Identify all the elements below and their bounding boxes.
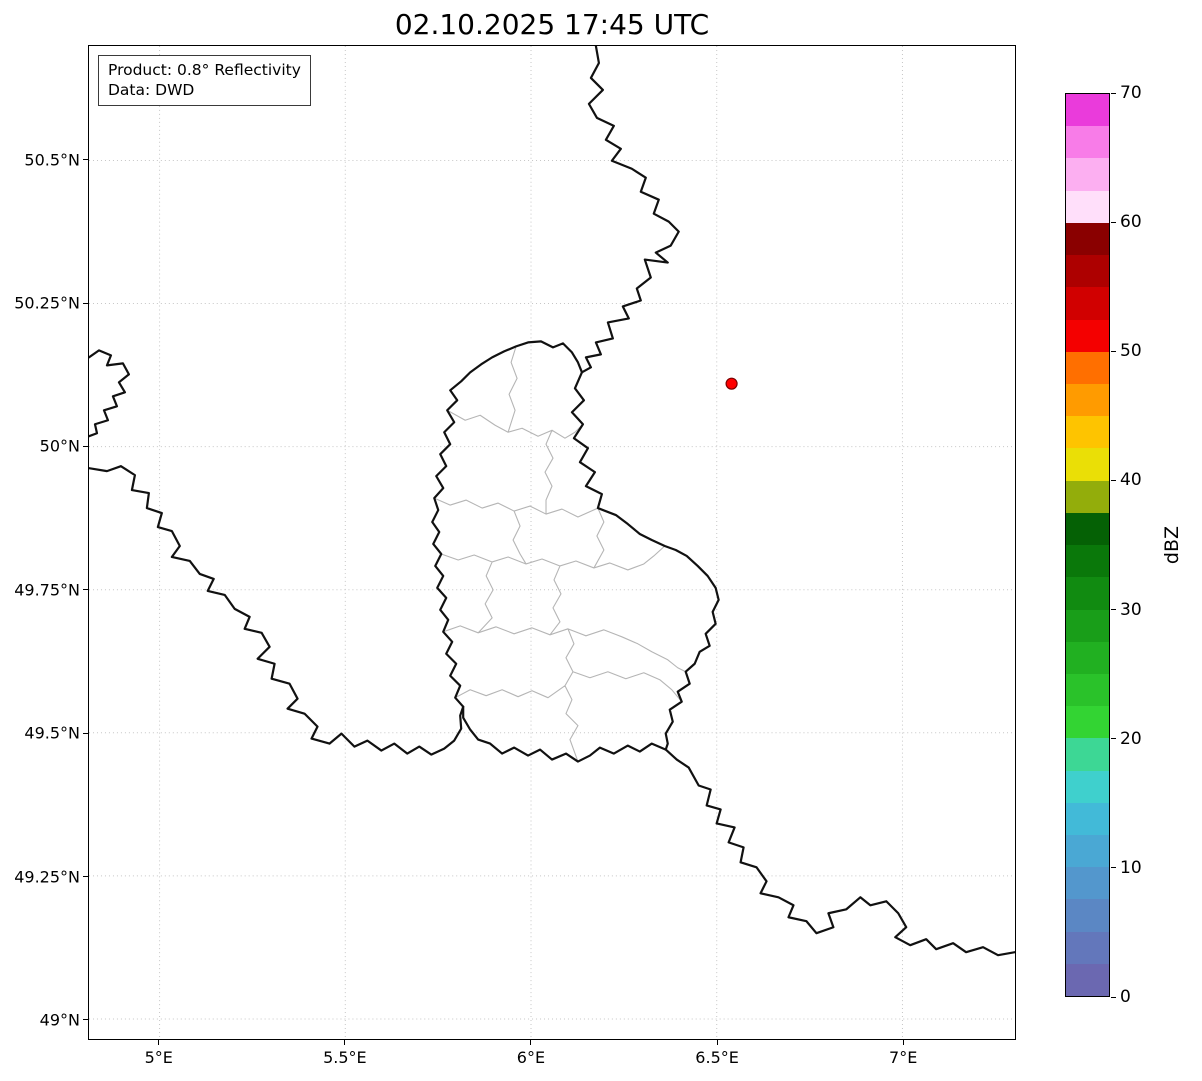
colorbar-unit-label: dBZ (1161, 525, 1183, 565)
x-tick-mark (530, 1040, 532, 1045)
colorbar-band (1066, 287, 1109, 320)
colorbar-band (1066, 416, 1109, 449)
colorbar-band (1066, 577, 1109, 610)
colorbar-tick-mark (1111, 221, 1116, 223)
y-tick-mark (83, 159, 88, 161)
colorbar-band (1066, 512, 1109, 546)
colorbar-band (1066, 641, 1109, 674)
x-tick-mark (902, 1040, 904, 1045)
colorbar-band (1066, 126, 1109, 159)
colorbar-band (1066, 158, 1109, 191)
x-tick-label: 5.5°E (323, 1048, 367, 1067)
colorbar-tick-mark (1111, 609, 1116, 611)
y-tick-label: 49.75°N (14, 580, 80, 600)
colorbar-band (1066, 255, 1109, 288)
colorbar-tick-label: 40 (1120, 470, 1142, 491)
y-tick-mark (83, 302, 88, 304)
colorbar-tick-mark (1111, 92, 1116, 94)
x-tick-label: 7°E (889, 1048, 918, 1067)
colorbar-tick-label: 70 (1120, 83, 1142, 103)
colorbar-band (1066, 480, 1109, 513)
x-tick-mark (158, 1040, 160, 1045)
border-belgium-germany (580, 46, 680, 374)
colorbar-band (1066, 738, 1109, 771)
x-tick-label: 5°E (144, 1048, 173, 1067)
border-germany-france (664, 748, 1015, 957)
map-plot-area: Product: 0.8° Reflectivity Data: DWD (88, 45, 1016, 1040)
y-tick-mark (83, 445, 88, 447)
colorbar-tick-mark (1111, 479, 1116, 481)
luxembourg-canton-borders (434, 346, 686, 762)
y-tick-label: 50.5°N (24, 150, 80, 170)
y-tick-mark (83, 1019, 88, 1021)
colorbar-band (1066, 899, 1109, 932)
x-tick-label: 6°E (516, 1048, 546, 1067)
y-tick-label: 50.25°N (14, 293, 80, 313)
border-givet-salient (89, 349, 131, 438)
colorbar-tick-mark (1111, 738, 1116, 740)
y-tick-label: 49.25°N (14, 867, 80, 887)
colorbar-band (1066, 545, 1109, 578)
colorbar-band (1066, 222, 1109, 256)
border-luxembourg (431, 340, 720, 763)
gridlines (89, 46, 1015, 1039)
x-tick-mark (344, 1040, 346, 1045)
colorbar-band (1066, 706, 1109, 739)
colorbar-tick-mark (1111, 350, 1116, 352)
colorbar-band (1066, 963, 1109, 997)
colorbar-gradient (1066, 94, 1109, 997)
colorbar-band (1066, 770, 1109, 803)
x-tick-mark (716, 1040, 718, 1045)
colorbar-band (1066, 835, 1109, 868)
colorbar-band (1066, 190, 1109, 223)
colorbar (1065, 93, 1110, 997)
colorbar-tick-label: 10 (1120, 857, 1142, 878)
y-tick-label: 50°N (39, 436, 80, 456)
y-tick-label: 49°N (39, 1010, 80, 1030)
border-france-belgium (89, 465, 465, 756)
y-tick-mark (83, 732, 88, 734)
colorbar-tick-label: 20 (1120, 728, 1142, 749)
map-svg (89, 46, 1015, 1039)
colorbar-tick-label: 30 (1120, 599, 1142, 620)
colorbar-band (1066, 94, 1109, 127)
colorbar-band (1066, 867, 1109, 900)
product-info-box: Product: 0.8° Reflectivity Data: DWD (98, 55, 311, 106)
y-tick-mark (83, 589, 88, 591)
figure-title: 02.10.2025 17:45 UTC (394, 8, 710, 41)
colorbar-tick-label: 0 (1120, 987, 1131, 1007)
colorbar-band (1066, 931, 1109, 964)
x-tick-label: 6.5°E (695, 1048, 739, 1067)
colorbar-band (1066, 673, 1109, 707)
colorbar-band (1066, 319, 1109, 352)
colorbar-tick-mark (1111, 867, 1116, 869)
colorbar-band (1066, 383, 1109, 417)
y-tick-mark (83, 876, 88, 878)
y-tick-label: 49.5°N (24, 723, 80, 743)
colorbar-tick-mark (1111, 996, 1116, 998)
colorbar-band (1066, 802, 1109, 836)
colorbar-band (1066, 448, 1109, 481)
colorbar-tick-label: 50 (1120, 341, 1142, 362)
product-info-line: Product: 0.8° Reflectivity (108, 61, 301, 79)
colorbar-band (1066, 609, 1109, 642)
radar-location-marker (725, 377, 738, 390)
data-source-line: Data: DWD (108, 81, 195, 100)
colorbar-tick-label: 60 (1120, 212, 1142, 233)
colorbar-band (1066, 351, 1109, 384)
